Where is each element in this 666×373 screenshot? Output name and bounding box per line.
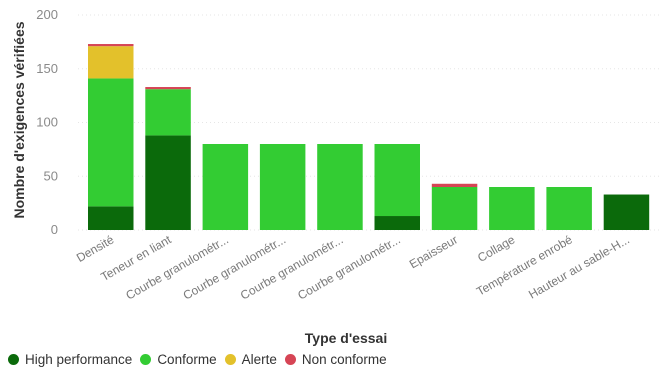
bar-segment-conforme[interactable] (88, 78, 134, 207)
x-tick-label: Température enrobé (474, 232, 575, 298)
bar-segment-non-conforme[interactable] (431, 183, 478, 187)
x-tick-label: Courbe granulométr... (181, 232, 289, 302)
legend-label: High performance (25, 352, 133, 367)
y-tick-label: 0 (51, 222, 58, 237)
x-tick-label: Courbe granulométr... (123, 232, 231, 302)
bar-segment-conforme[interactable] (374, 144, 421, 217)
bar-segment-non-conforme[interactable] (145, 87, 191, 90)
bar-segment-high-performance[interactable] (374, 216, 421, 230)
legend-label: Non conforme (301, 352, 387, 367)
bar-segment-conforme[interactable] (489, 187, 535, 230)
y-axis-ticks: 0 50 100 150 200 (36, 7, 58, 237)
legend-dot-icon (284, 354, 296, 365)
y-axis-title: Nombre d'exigences vérifiées (11, 21, 27, 218)
bar-segment-conforme[interactable] (202, 144, 249, 230)
bar-segment-conforme[interactable] (431, 187, 478, 230)
bar-segment-conforme[interactable] (145, 89, 191, 136)
legend-label: Conforme (157, 352, 217, 367)
bar-segment-high-performance[interactable] (88, 206, 134, 230)
legend-dot-icon (224, 354, 236, 365)
legend: High performance Conforme Alerte Non confor… (8, 352, 395, 367)
legend-label: Alerte (241, 352, 277, 367)
y-tick-label: 50 (44, 168, 58, 183)
bar-segment-high-performance[interactable] (603, 194, 650, 230)
x-tick-label: Hauteur au sable-H... (526, 232, 632, 301)
bar-segment-alerte[interactable] (88, 46, 134, 79)
bar-segment-conforme[interactable] (546, 187, 592, 230)
x-tick-label: Collage (475, 232, 518, 265)
x-axis-title: Type d'essai (305, 330, 387, 346)
legend-item[interactable]: High performance (8, 352, 132, 367)
bar-segment-high-performance[interactable] (145, 135, 191, 230)
y-tick-label: 100 (36, 115, 58, 130)
x-tick-label: Courbe granulométr... (295, 232, 403, 302)
y-tick-label: 150 (36, 61, 58, 76)
x-tick-label: Courbe granulométr... (238, 232, 346, 302)
bar-segment-conforme[interactable] (317, 144, 363, 230)
legend-item[interactable]: Non conforme (284, 352, 387, 367)
y-tick-label: 200 (36, 7, 58, 22)
bar-segment-non-conforme[interactable] (88, 44, 134, 47)
x-tick-label: Densité (74, 232, 117, 265)
bar-segment-conforme[interactable] (259, 144, 306, 230)
x-tick-label: Epaisseur (407, 232, 460, 271)
legend-item[interactable]: Conforme (140, 352, 217, 367)
bars (88, 44, 650, 230)
legend-dot-icon (8, 354, 19, 365)
legend-dot-icon (140, 354, 152, 365)
legend-item[interactable]: Alerte (224, 352, 277, 367)
